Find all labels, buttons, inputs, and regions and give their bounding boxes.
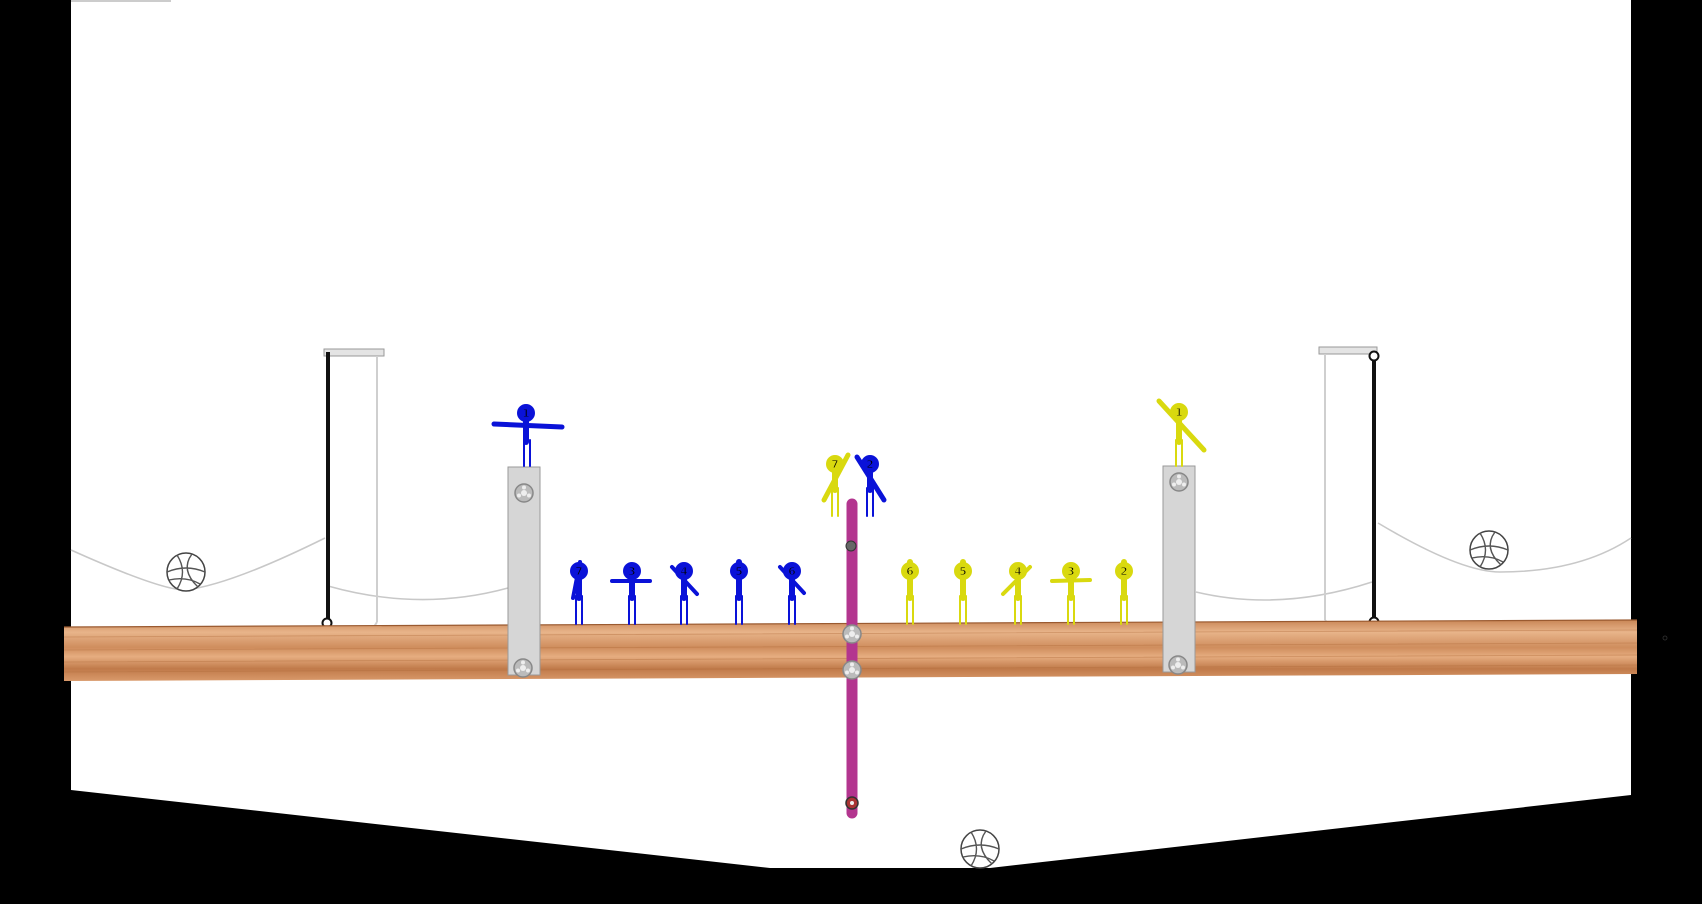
player-number: 4 — [1014, 565, 1022, 578]
pivot-bolt-icon — [1168, 655, 1188, 675]
volleyball-icon[interactable] — [1469, 530, 1509, 570]
left-goal-frame — [321, 348, 385, 631]
yellow-player-3[interactable]: 3 — [1050, 562, 1092, 625]
player-number: 6 — [788, 565, 796, 578]
blue-player-2[interactable]: 2 — [854, 454, 887, 517]
yellow-player-5[interactable]: 5 — [954, 559, 972, 625]
left-inner-rope — [327, 585, 509, 601]
blue-player-6[interactable]: 6 — [778, 562, 806, 625]
center-pole[interactable] — [842, 498, 862, 819]
player-number: 3 — [628, 565, 636, 578]
yellow-player-4[interactable]: 4 — [1001, 562, 1032, 625]
yellow-player-1[interactable]: 1 — [1156, 398, 1207, 467]
player-number: 5 — [959, 565, 967, 578]
player-number: 2 — [866, 458, 874, 471]
player-number: 1 — [522, 407, 530, 420]
blue-player-5[interactable]: 5 — [730, 559, 748, 625]
yellow-player-2[interactable]: 2 — [1115, 559, 1133, 625]
yellow-player-7[interactable]: 7 — [821, 452, 851, 517]
yellow-team: 1 2 3 4 — [821, 398, 1207, 625]
yellow-player-6[interactable]: 6 — [901, 559, 919, 625]
blue-team: 1 2 3 4 — [491, 404, 887, 625]
blue-player-4[interactable]: 4 — [670, 562, 699, 625]
player-number: 1 — [1175, 406, 1183, 419]
pivot-bolt-icon — [842, 660, 862, 680]
player-number: 3 — [1067, 565, 1075, 578]
pivot-bolt-icon — [513, 658, 533, 678]
right-outer-rope — [1377, 522, 1632, 573]
player-number: 7 — [831, 458, 839, 471]
blue-player-7[interactable]: 7 — [570, 560, 588, 625]
player-number: 6 — [906, 565, 914, 578]
player-number: 4 — [680, 565, 688, 578]
player-number: 5 — [735, 565, 743, 578]
right-post — [1162, 465, 1196, 675]
player-number: 7 — [575, 565, 583, 578]
volleyball-icon[interactable] — [166, 552, 206, 592]
left-post — [507, 466, 541, 678]
blue-player-1[interactable]: 1 — [491, 404, 565, 467]
player-number: 2 — [1120, 565, 1128, 578]
right-inner-rope — [1195, 581, 1373, 601]
blue-player-3[interactable]: 3 — [610, 562, 652, 625]
volleyball-icon[interactable] — [960, 829, 1000, 869]
pivot-bolt-icon — [842, 624, 862, 644]
pivot-bolt-icon — [514, 483, 534, 503]
pivot-bolt-icon — [1169, 472, 1189, 492]
